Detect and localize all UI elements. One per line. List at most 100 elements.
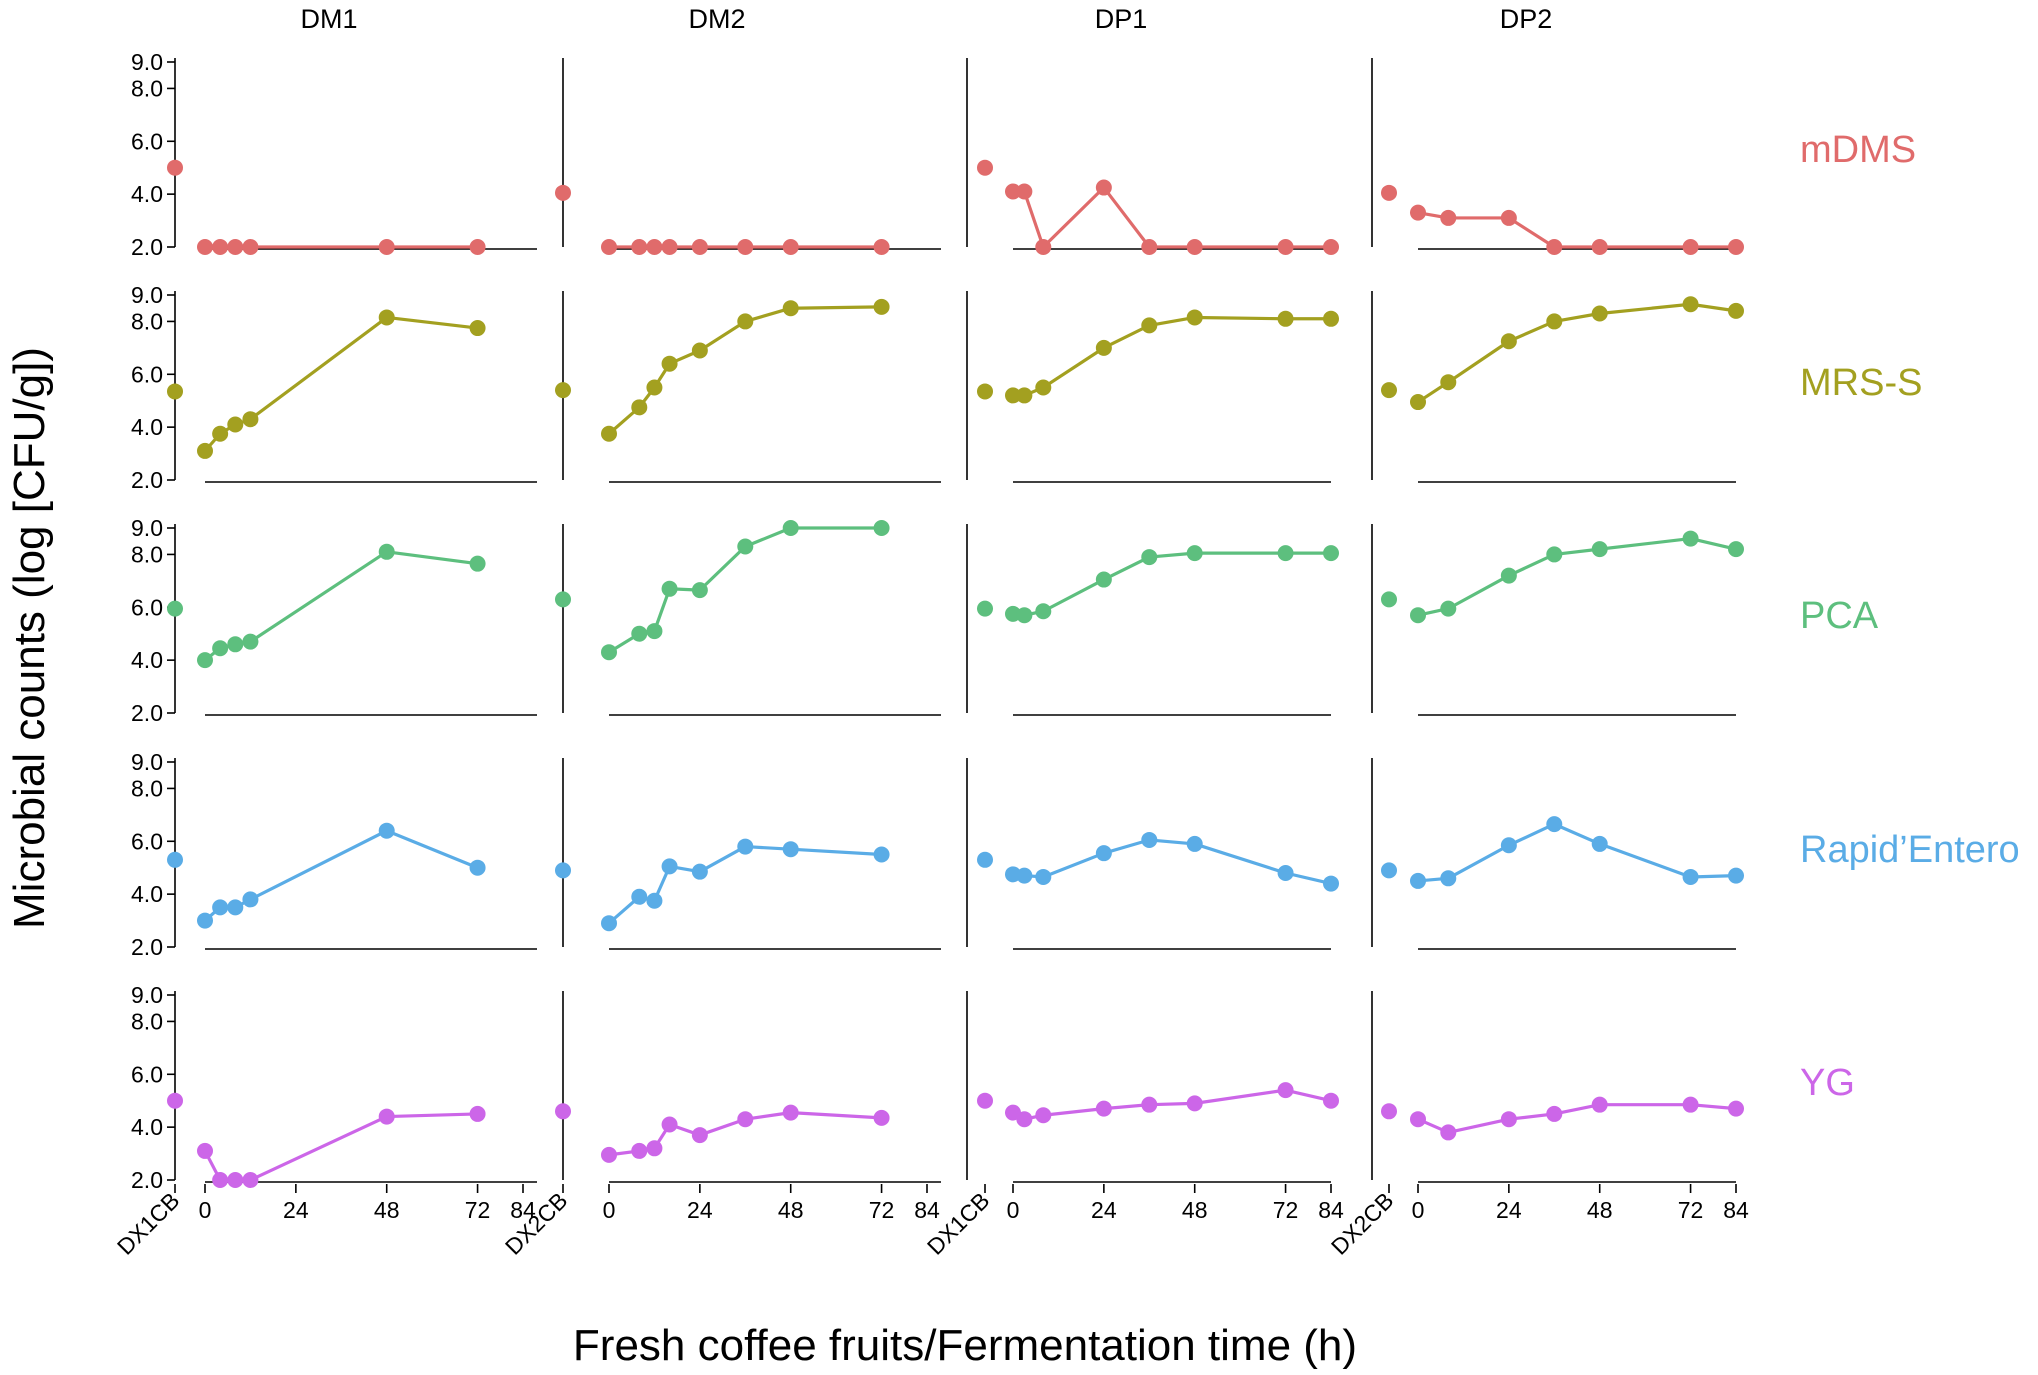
data-point: [1277, 1082, 1294, 1099]
data-point: [1728, 541, 1744, 558]
x-tick-label: 0: [1007, 1197, 1020, 1223]
data-point: [197, 912, 213, 929]
data-point: [631, 399, 648, 416]
row-label-4: YG: [1800, 1062, 1855, 1104]
y-tick-label: 8.0: [131, 541, 163, 567]
data-point: [1277, 239, 1294, 255]
data-point: [1005, 183, 1021, 200]
data-point: [737, 1111, 754, 1128]
data-point: [873, 1109, 890, 1126]
y-tick-label: 2.0: [131, 467, 163, 493]
data-point: [1410, 1111, 1426, 1128]
y-tick-label: 6.0: [131, 594, 163, 620]
data-point: [646, 239, 663, 255]
data-point: [737, 838, 754, 855]
data-point: [782, 841, 799, 858]
data-point: [1141, 239, 1158, 255]
data-point: [1141, 317, 1158, 334]
data-point: [1682, 239, 1699, 255]
data-point: [1410, 204, 1426, 221]
y-tick-label: 8.0: [131, 775, 163, 801]
data-point: [601, 1146, 617, 1163]
fresh-point: [1381, 1103, 1397, 1120]
x-tick-label: 72: [1678, 1197, 1704, 1223]
data-point: [691, 239, 708, 255]
column-titles: DM1 DM2 DP1 DP2: [300, 4, 1552, 34]
data-point: [1440, 374, 1457, 391]
data-point: [1410, 872, 1426, 889]
data-point: [1016, 183, 1033, 200]
row-label-3: Rapid’Entero: [1800, 829, 2020, 871]
data-point: [1500, 567, 1517, 584]
panel-dm1-2: 2.0 4.0 6.0 8.09.0: [131, 515, 537, 726]
data-point: [242, 239, 259, 255]
data-point: [1016, 387, 1033, 404]
x-tick-label: 84: [510, 1197, 536, 1223]
x-tick-label: 24: [283, 1197, 309, 1223]
data-point: [212, 239, 229, 255]
y-tick-label: 2.0: [131, 1167, 163, 1193]
data-point: [737, 313, 754, 330]
column-title-dm2: DM2: [688, 4, 745, 34]
data-point: [1440, 209, 1457, 226]
data-point: [1591, 239, 1608, 255]
fresh-point: [1381, 382, 1397, 399]
column-title-dp2: DP2: [1500, 4, 1553, 34]
data-point: [1500, 1111, 1517, 1128]
fresh-point: [555, 184, 571, 201]
data-point: [469, 239, 486, 255]
data-point: [661, 355, 678, 372]
data-point: [242, 633, 259, 650]
data-point: [1035, 868, 1052, 885]
panel-dm1-4: 2.0 4.0 6.0 8.09.0 DX1CB 0 24 48 72 84: [112, 982, 537, 1260]
data-point: [1500, 837, 1517, 854]
y-tick-label: 8.0: [131, 308, 163, 334]
data-point: [1035, 603, 1052, 620]
data-point: [212, 899, 229, 916]
x-tick-label: 0: [603, 1197, 616, 1223]
data-point: [1728, 867, 1744, 884]
row-labels: mDMS MRS-S PCA Rapid’Entero YG: [1800, 129, 2020, 1104]
fresh-point: [167, 159, 183, 176]
data-point: [227, 1172, 244, 1188]
y-tick-label: 6.0: [131, 1061, 163, 1087]
y-tick-label: 6.0: [131, 361, 163, 387]
data-point: [1095, 339, 1112, 356]
x-tick-label: 24: [687, 1197, 713, 1223]
data-point: [691, 863, 708, 880]
data-point: [1546, 546, 1563, 563]
panel-dm1-0: 2.0 4.0 6.0 8.09.0: [131, 49, 537, 260]
x-tick-label: 72: [869, 1197, 895, 1223]
data-point: [661, 239, 678, 255]
data-point: [212, 640, 229, 657]
data-point: [197, 1142, 213, 1159]
data-point: [873, 520, 890, 536]
data-point: [1500, 333, 1517, 350]
data-point: [378, 1108, 395, 1125]
data-point: [1410, 607, 1426, 624]
data-point: [242, 411, 259, 428]
data-point: [1410, 394, 1426, 411]
data-point: [197, 652, 213, 669]
data-point: [661, 580, 678, 597]
fresh-point: [977, 600, 993, 617]
data-point: [1141, 1096, 1158, 1113]
panel-dp1-3: [966, 758, 1339, 950]
fresh-point: [167, 1092, 183, 1109]
series-line: [1417, 536, 1737, 617]
data-point: [646, 623, 663, 640]
series-line: [203, 1112, 478, 1182]
y-tick-label: 6.0: [131, 128, 163, 154]
data-point: [469, 320, 486, 337]
fresh-point: [167, 383, 183, 400]
column-title-dp1: DP1: [1095, 4, 1148, 34]
data-point: [631, 239, 648, 255]
data-point: [1186, 239, 1203, 255]
x-tick-label: 84: [1318, 1197, 1344, 1223]
fresh-point: [1381, 862, 1397, 879]
y-tick-label: 2.0: [131, 234, 163, 260]
y-axis-title: Microbial counts (log [CFU/g]): [5, 347, 54, 929]
series-line: [1013, 315, 1331, 398]
data-point: [661, 1116, 678, 1133]
fresh-point: [167, 851, 183, 868]
